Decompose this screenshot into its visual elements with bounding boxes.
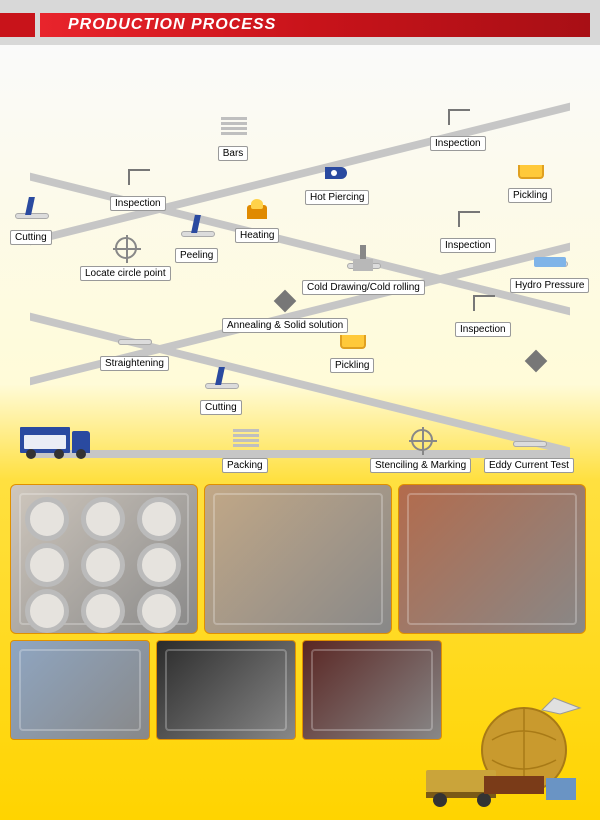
node-inspection-2: Inspection [430, 103, 486, 151]
header-stripe [0, 13, 35, 37]
node-pickling-2-label: Pickling [330, 358, 374, 373]
node-eddy: Eddy Current Test [484, 425, 574, 473]
node-peeling-label: Peeling [175, 248, 218, 263]
node-pickling-2: Pickling [330, 325, 374, 373]
header-band: PRODUCTION PROCESS [0, 0, 600, 45]
node-peeling: Peeling [175, 215, 218, 263]
node-straighten-label: Straightening [100, 356, 169, 371]
node-heating-label: Heating [235, 228, 279, 243]
node-cutting: Cutting [10, 197, 52, 245]
node-stencil: Stenciling & Marking [370, 425, 471, 473]
node-locate: Locate circle point [80, 233, 171, 281]
node-hydro: Hydro Pressure [510, 245, 589, 293]
node-inspection-3: Inspection [440, 205, 496, 253]
photo-ship-crane [10, 640, 150, 740]
node-bars: Bars [215, 113, 251, 161]
node-pickling-1-label: Pickling [508, 188, 552, 203]
node-inspection-1-label: Inspection [110, 196, 166, 211]
photo-tubes-dark [156, 640, 296, 740]
flow-area: Cutting Locate circle point Inspection Peel… [0, 45, 600, 480]
node-hotpierce-label: Hot Piercing [305, 190, 369, 205]
node-pickling-1: Pickling [508, 155, 552, 203]
node-cutting-2: Cutting [200, 367, 242, 415]
node-locate-label: Locate circle point [80, 266, 171, 281]
node-cutting-2-label: Cutting [200, 400, 242, 415]
header-title: PRODUCTION PROCESS [40, 13, 590, 37]
node-inspection-3-label: Inspection [440, 238, 496, 253]
node-inspection-4-label: Inspection [455, 322, 511, 337]
node-cutting-label: Cutting [10, 230, 52, 245]
node-heating: Heating [235, 195, 279, 243]
node-bars-label: Bars [218, 146, 249, 161]
node-stencil-label: Stenciling & Marking [370, 458, 471, 473]
node-eddy-label: Eddy Current Test [484, 458, 574, 473]
delivery-truck-icon [20, 423, 90, 459]
photo-container [398, 484, 586, 634]
node-inspection-4: Inspection [455, 289, 511, 337]
node-inspection-1: Inspection [110, 163, 166, 211]
node-packing-label: Packing [222, 458, 268, 473]
logistics-globe-art [414, 680, 594, 810]
photo-crated-pipes [204, 484, 392, 634]
photo-pipes-rack [10, 484, 198, 634]
page-root: PRODUCTION PROCESS Cutting Locate circle … [0, 0, 600, 820]
node-hotpierce: Hot Piercing [305, 157, 369, 205]
node-inspection-2-label: Inspection [430, 136, 486, 151]
node-packing: Packing [222, 425, 268, 473]
node-ultrasonic [518, 345, 554, 375]
node-straighten: Straightening [100, 323, 169, 371]
node-hydro-label: Hydro Pressure [510, 278, 589, 293]
photo-area [0, 480, 600, 820]
